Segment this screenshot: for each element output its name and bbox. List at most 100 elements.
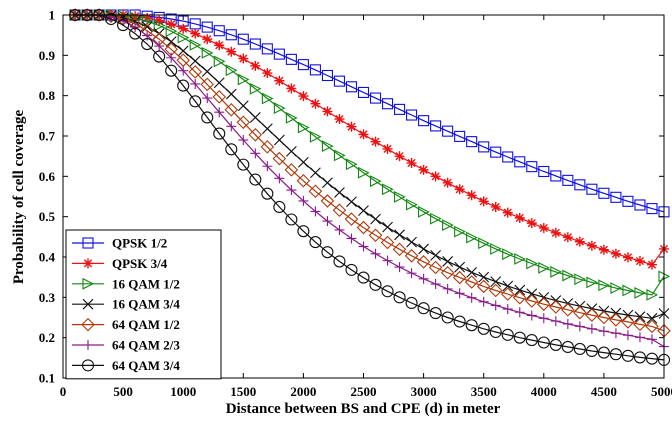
- data-point: [214, 40, 225, 51]
- data-point: [490, 146, 502, 158]
- data-point: [478, 141, 490, 153]
- data-point: [297, 121, 310, 134]
- data-point: [392, 242, 407, 257]
- data-point: [610, 307, 622, 319]
- data-point: [585, 344, 598, 358]
- data-point: [478, 237, 490, 250]
- data-point: [417, 302, 430, 315]
- data-point: [322, 106, 333, 117]
- data-point: [105, 12, 118, 26]
- data-point: [610, 191, 622, 203]
- data-point: [334, 187, 345, 198]
- data-point: [416, 255, 431, 269]
- y-tick-label: 0.3: [39, 290, 56, 305]
- data-point: [178, 65, 189, 76]
- data-point: [166, 19, 177, 30]
- data-point: [610, 282, 623, 294]
- data-point: [285, 111, 298, 124]
- series-64-qam-3-4: [68, 8, 671, 366]
- y-axis-label: Probability of cell coverage: [11, 110, 27, 285]
- data-point: [526, 257, 539, 270]
- data-point: [237, 100, 249, 112]
- data-point: [430, 249, 442, 261]
- data-point: [454, 288, 465, 299]
- y-tick-label: 0.4: [39, 250, 56, 265]
- data-point: [609, 313, 623, 327]
- data-point: [454, 184, 465, 195]
- data-point: [381, 183, 394, 196]
- data-point: [201, 21, 213, 33]
- data-point: [189, 95, 202, 108]
- data-point: [332, 203, 347, 217]
- data-point: [249, 173, 262, 186]
- data-point: [598, 187, 610, 199]
- data-point: [562, 318, 573, 329]
- data-point: [213, 25, 225, 37]
- data-point: [200, 77, 215, 92]
- x-tick-label: 1000: [170, 384, 196, 399]
- data-point: [285, 213, 298, 226]
- data-point: [574, 236, 585, 247]
- legend-label: QPSK 1/2: [112, 236, 167, 251]
- data-point: [525, 334, 538, 347]
- x-tick-label: 2500: [351, 384, 377, 399]
- data-point: [320, 194, 335, 208]
- legend-marker: [83, 258, 93, 269]
- data-point: [488, 283, 503, 298]
- data-point: [452, 270, 467, 285]
- legend-label: QPSK 3/4: [112, 256, 168, 271]
- data-point: [153, 19, 166, 32]
- data-point: [261, 123, 273, 135]
- data-point: [550, 266, 563, 278]
- data-point: [418, 115, 430, 127]
- data-point: [442, 177, 453, 188]
- data-point: [621, 315, 635, 329]
- y-tick-label: 0.1: [39, 371, 55, 386]
- data-point: [262, 161, 273, 172]
- data-point: [418, 273, 429, 284]
- x-tick-label: 4000: [531, 384, 557, 399]
- data-point: [370, 213, 381, 225]
- data-point: [466, 190, 477, 201]
- legend-item: 64 QAM 2/3: [72, 338, 180, 353]
- data-point: [512, 290, 527, 305]
- data-point: [357, 86, 370, 98]
- data-point: [322, 216, 333, 227]
- legend-marker: [81, 359, 95, 372]
- data-point: [141, 15, 154, 27]
- data-point: [380, 235, 395, 250]
- data-point: [610, 328, 621, 339]
- data-point: [297, 59, 309, 71]
- data-point: [382, 255, 393, 266]
- legend-item: 64 QAM 3/4: [72, 358, 180, 373]
- data-point: [478, 271, 490, 283]
- data-point: [358, 129, 369, 140]
- legend-item: QPSK 3/4: [72, 256, 168, 271]
- legend-item: 16 QAM 1/2: [72, 276, 180, 291]
- data-point: [334, 224, 345, 235]
- data-point: [346, 121, 357, 132]
- data-point: [634, 332, 645, 343]
- data-point: [334, 114, 345, 125]
- data-point: [538, 222, 549, 233]
- data-point: [466, 231, 478, 244]
- data-point: [514, 156, 526, 168]
- y-tick-label: 0.6: [39, 169, 56, 184]
- data-point: [646, 289, 659, 301]
- data-point: [308, 184, 323, 199]
- data-point: [561, 340, 574, 353]
- data-point: [345, 263, 358, 276]
- data-point: [598, 244, 609, 255]
- data-point: [141, 37, 154, 51]
- data-point: [500, 287, 515, 301]
- data-point: [285, 145, 297, 157]
- series-64-qam-2-3: [70, 10, 669, 352]
- data-point: [526, 218, 537, 229]
- data-point: [490, 243, 502, 255]
- data-point: [393, 291, 406, 304]
- legend-label: 64 QAM 2/3: [112, 338, 180, 353]
- data-point: [262, 68, 273, 79]
- legend-marker: [82, 237, 94, 249]
- data-point: [226, 46, 237, 57]
